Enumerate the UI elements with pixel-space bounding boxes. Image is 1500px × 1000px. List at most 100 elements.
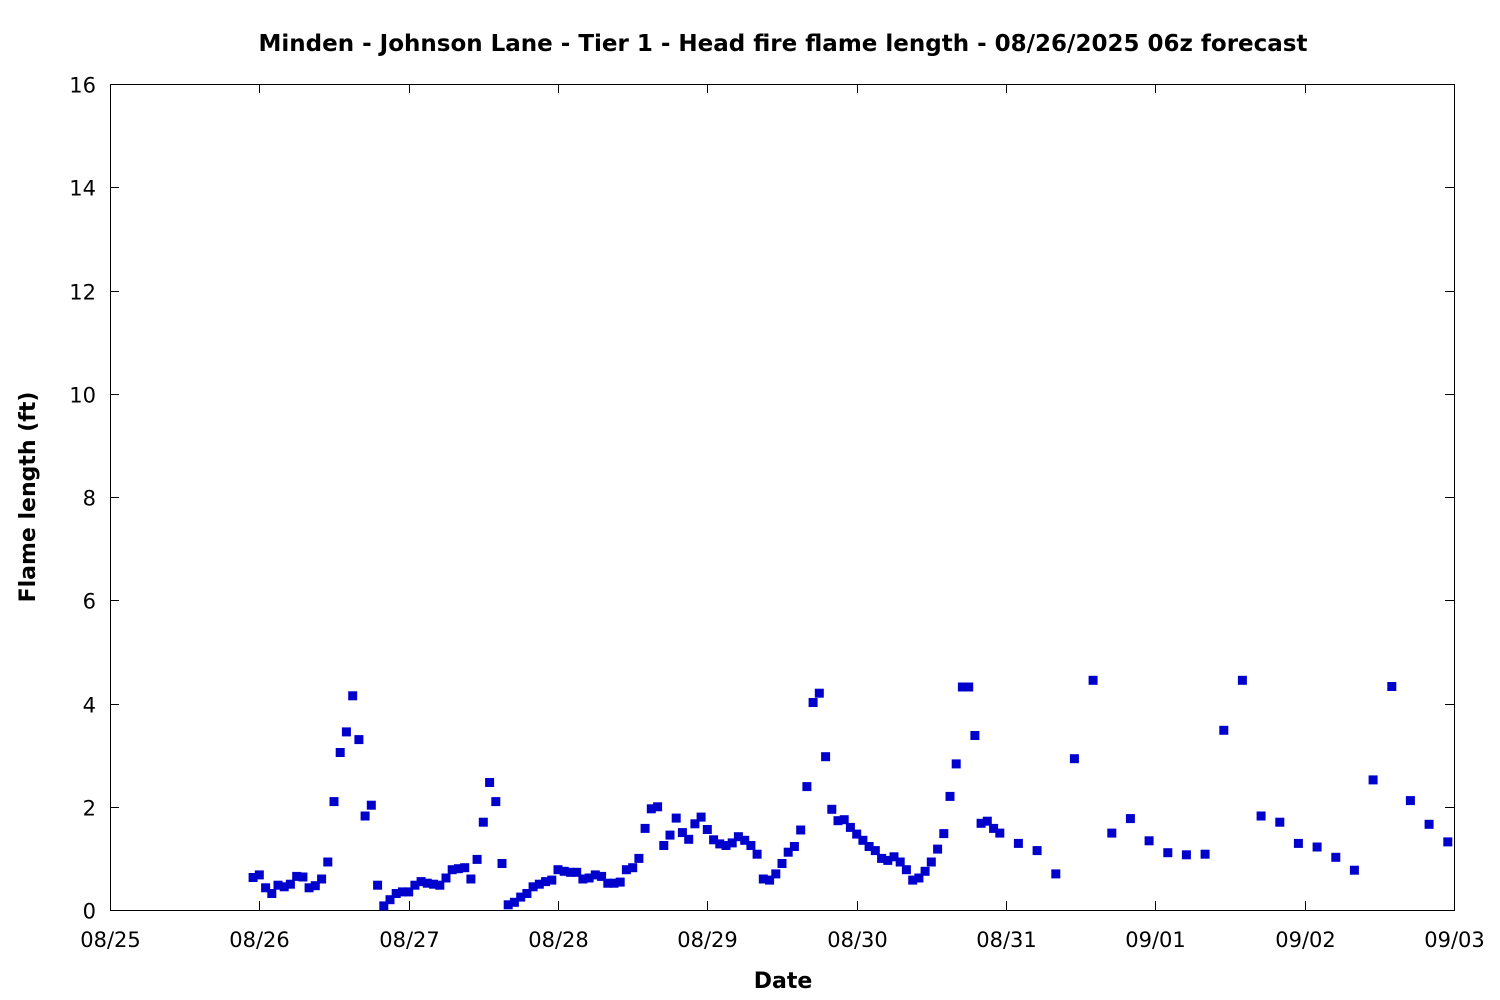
- data-point: [783, 847, 793, 857]
- data-point: [696, 812, 706, 822]
- data-point: [765, 875, 775, 885]
- data-point: [466, 874, 476, 884]
- data-point: [777, 859, 787, 868]
- y-tick-label: 14: [69, 177, 96, 201]
- data-point: [267, 889, 277, 898]
- data-point: [261, 883, 271, 893]
- data-points: [248, 675, 1453, 911]
- x-tick-label: 09/03: [1424, 928, 1485, 952]
- data-point: [478, 817, 488, 827]
- data-point: [1237, 675, 1247, 685]
- data-point: [565, 867, 575, 877]
- data-point: [746, 841, 756, 850]
- data-point: [516, 892, 526, 902]
- data-point: [1032, 846, 1042, 856]
- data-point: [945, 791, 955, 801]
- data-point: [1443, 837, 1453, 847]
- y-tick-label: 12: [69, 281, 96, 305]
- data-point: [821, 752, 831, 762]
- data-point: [285, 879, 295, 889]
- data-point: [889, 852, 899, 862]
- data-point: [634, 853, 644, 863]
- data-point: [323, 857, 333, 867]
- axis-tick-labels: 0 2 4 6 8 10 12 14 16 08/25 08/26 08/27 08/28 08/29 08…: [69, 74, 1485, 953]
- data-point: [989, 823, 999, 833]
- x-tick-label: 09/01: [1125, 928, 1186, 952]
- data-point: [373, 880, 383, 890]
- data-point: [491, 797, 501, 807]
- data-point: [453, 864, 463, 874]
- data-point: [329, 797, 339, 807]
- data-point: [441, 873, 451, 883]
- data-point: [808, 698, 818, 707]
- data-point: [1107, 828, 1117, 838]
- data-point: [248, 873, 258, 882]
- data-point: [920, 866, 930, 876]
- data-point: [354, 735, 364, 745]
- data-point: [279, 882, 289, 892]
- data-point: [1312, 842, 1322, 852]
- data-point: [429, 879, 439, 889]
- data-point: [1181, 850, 1191, 860]
- data-point: [740, 835, 750, 845]
- data-point: [914, 873, 924, 883]
- data-point: [926, 857, 936, 867]
- data-point: [864, 842, 874, 851]
- data-point: [702, 825, 712, 834]
- y-tick-label: 6: [83, 590, 96, 614]
- data-point: [870, 846, 880, 856]
- data-point: [609, 878, 619, 888]
- data-point: [615, 877, 625, 887]
- data-point: [901, 865, 911, 875]
- x-tick-label: 08/27: [379, 928, 440, 952]
- data-point: [422, 878, 432, 888]
- y-axis-label: Flame length (ft): [16, 392, 41, 603]
- data-point: [653, 802, 663, 812]
- x-tick-label: 08/31: [976, 928, 1037, 952]
- data-point: [721, 841, 731, 850]
- x-tick-label: 08/29: [677, 928, 738, 952]
- data-point: [310, 881, 320, 891]
- data-point: [603, 878, 613, 888]
- data-point: [796, 825, 806, 835]
- data-point: [447, 865, 457, 875]
- data-point: [1219, 725, 1229, 735]
- data-point: [503, 900, 513, 910]
- y-tick-label: 16: [69, 74, 96, 98]
- data-point: [671, 813, 681, 823]
- data-point: [833, 816, 843, 826]
- data-point: [1275, 817, 1285, 827]
- data-point: [1069, 754, 1079, 764]
- data-point: [802, 782, 812, 792]
- data-point: [659, 841, 669, 850]
- data-point: [572, 867, 582, 877]
- data-point: [839, 815, 849, 825]
- data-point: [758, 874, 768, 884]
- data-point: [628, 863, 638, 873]
- data-point: [435, 880, 445, 890]
- data-point: [1368, 775, 1378, 785]
- data-point: [640, 823, 650, 833]
- data-point: [410, 880, 420, 890]
- data-point: [273, 880, 283, 890]
- data-point: [335, 748, 345, 757]
- data-point: [292, 871, 302, 881]
- data-point: [1293, 838, 1303, 848]
- data-point: [348, 691, 358, 701]
- data-point: [391, 889, 401, 898]
- data-point: [397, 887, 407, 897]
- data-point: [304, 883, 314, 893]
- data-point: [752, 849, 762, 859]
- data-point: [404, 887, 414, 897]
- data-point: [485, 778, 495, 787]
- data-point: [933, 844, 943, 854]
- data-point: [1405, 796, 1415, 806]
- x-axis-label: Date: [754, 969, 813, 994]
- data-point: [883, 855, 893, 865]
- data-point: [1349, 865, 1359, 875]
- data-point: [845, 822, 855, 832]
- x-tick-label: 08/26: [229, 928, 290, 952]
- plot-frame: [110, 84, 1455, 911]
- data-point: [771, 869, 781, 879]
- data-point: [976, 818, 986, 828]
